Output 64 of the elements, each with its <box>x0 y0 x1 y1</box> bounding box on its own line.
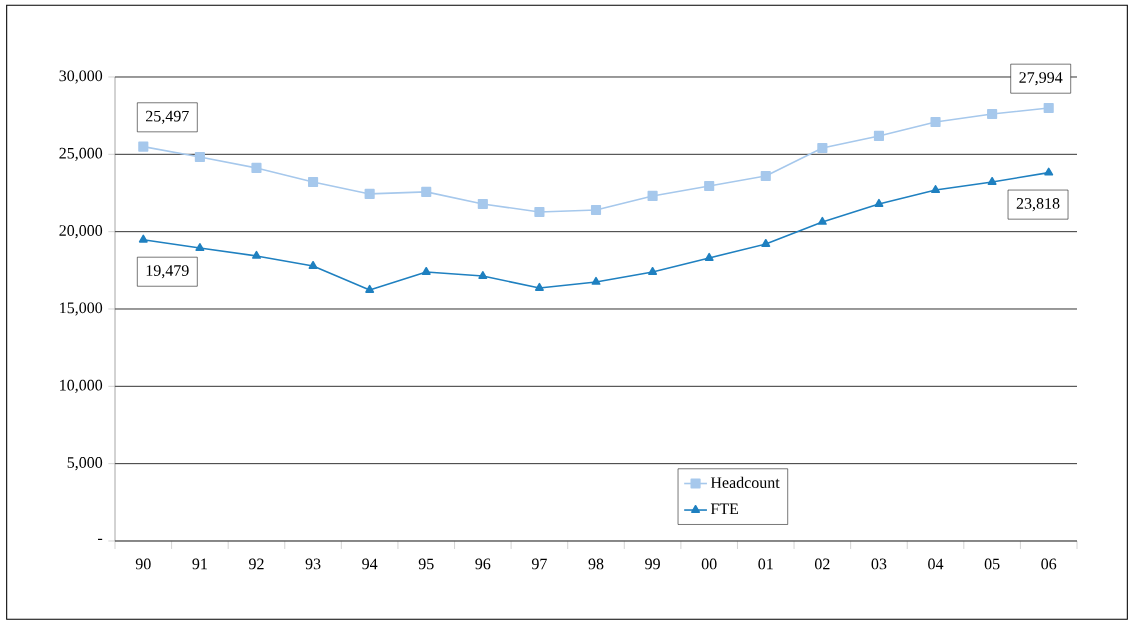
y-tick-label: 5,000 <box>67 457 103 471</box>
point <box>987 108 998 120</box>
x-tick-label: 99 <box>645 558 660 570</box>
point <box>195 242 205 251</box>
point <box>308 260 318 269</box>
point <box>421 186 432 197</box>
point <box>817 142 828 154</box>
point <box>930 116 941 128</box>
y-tick-label: 30,000 <box>59 70 103 84</box>
point <box>138 234 148 243</box>
point <box>534 282 544 291</box>
point <box>761 238 771 247</box>
x-tick-label: 05 <box>984 558 1000 570</box>
x-tick-label: 90 <box>135 558 151 570</box>
point <box>308 176 319 188</box>
point <box>365 284 375 293</box>
x-tick-label: 00 <box>701 558 717 570</box>
point <box>648 266 658 275</box>
point <box>760 170 771 182</box>
data-label: 23,818 <box>1016 198 1060 212</box>
point <box>478 270 488 279</box>
x-tick-label: 94 <box>362 558 378 570</box>
legend-label: Headcount <box>710 476 780 489</box>
point <box>1044 167 1054 176</box>
data-label: 25,497 <box>146 110 189 124</box>
x-tick-label: 95 <box>418 558 434 570</box>
y-tick-label: 25,000 <box>59 147 103 161</box>
data-label: 19,479 <box>146 265 189 279</box>
y-tick-label: - <box>98 538 103 540</box>
x-tick-label: 04 <box>928 558 944 570</box>
point <box>931 184 941 193</box>
x-tick-label: 06 <box>1041 558 1057 570</box>
x-tick-label: 03 <box>871 558 887 570</box>
point <box>251 250 261 259</box>
point <box>534 206 545 218</box>
point <box>194 151 205 163</box>
point <box>874 198 884 207</box>
data-label: 27,994 <box>1019 72 1063 86</box>
x-tick-label: 01 <box>758 558 773 570</box>
point <box>987 176 997 185</box>
point <box>251 162 262 173</box>
x-tick-label: 92 <box>249 558 264 570</box>
y-tick-label: 10,000 <box>60 379 103 393</box>
point <box>421 266 431 275</box>
point <box>364 188 375 199</box>
point <box>873 130 885 141</box>
legend-label: FTE <box>710 503 739 515</box>
point <box>591 276 601 285</box>
x-tick-label: 96 <box>475 558 491 570</box>
y-tick-label: 15,000 <box>60 302 103 316</box>
y-tick-label: 20,000 <box>59 225 103 239</box>
x-tick-label: 02 <box>814 558 830 570</box>
x-tick-label: 93 <box>305 558 321 570</box>
point <box>477 198 488 210</box>
point <box>817 216 827 225</box>
point <box>704 180 715 192</box>
x-tick-label: 97 <box>531 558 547 570</box>
point <box>590 204 602 216</box>
x-tick-label: 91 <box>192 558 207 570</box>
point <box>647 190 658 201</box>
x-tick-label: 98 <box>588 558 604 570</box>
point <box>138 141 149 152</box>
point <box>1043 102 1054 114</box>
point <box>704 252 714 261</box>
